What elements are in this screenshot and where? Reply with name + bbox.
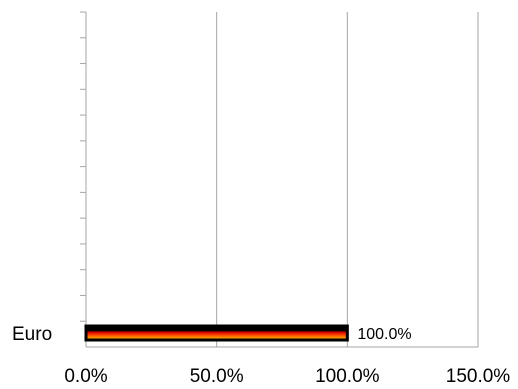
- category-label: Euro: [12, 324, 52, 345]
- data-label: 100.0%: [357, 326, 411, 343]
- gridlines: [216, 12, 479, 347]
- x-tick-label: 100.0%: [315, 366, 380, 387]
- bars: [84, 324, 349, 342]
- axes: [80, 11, 478, 348]
- x-tick-label: 50.0%: [190, 366, 244, 387]
- x-tick-label: 150.0%: [446, 366, 511, 387]
- x-tick-label: 0.0%: [64, 366, 107, 387]
- labels: 0.0% 50.0% 100.0% 150.0% Euro 100.0%: [12, 324, 510, 387]
- bar-euro: [84, 324, 349, 342]
